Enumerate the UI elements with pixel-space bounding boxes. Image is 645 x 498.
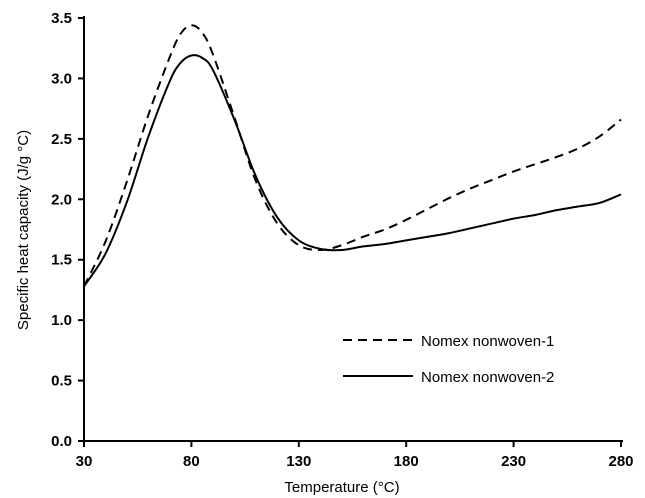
y-axis-title: Specific heat capacity (J/g °C) (15, 130, 32, 330)
y-tick-label: 1.0 (51, 312, 72, 329)
legend-label-nomex-1: Nomex nonwoven-1 (421, 333, 554, 350)
y-tick-label: 2.0 (51, 191, 72, 208)
legend: Nomex nonwoven-1 Nomex nonwoven-2 (343, 333, 554, 386)
x-tick-label: 30 (76, 453, 93, 470)
y-tick-label: 0.0 (51, 433, 72, 450)
y-tick-label: 1.5 (51, 252, 72, 269)
x-tick-label: 180 (394, 453, 419, 470)
legend-label-nomex-2: Nomex nonwoven-2 (421, 369, 554, 386)
y-tick-label: 0.5 (51, 373, 72, 390)
y-tick-label: 3.5 (51, 10, 72, 27)
y-axis-ticks: 0.0 0.5 1.0 1.5 2.0 2.5 3.0 3.5 (51, 10, 84, 450)
y-tick-label: 2.5 (51, 131, 72, 148)
x-axis-title: Temperature (°C) (284, 479, 399, 496)
x-tick-label: 130 (286, 453, 311, 470)
x-tick-label: 80 (183, 453, 200, 470)
y-tick-label: 3.0 (51, 70, 72, 87)
x-tick-label: 280 (608, 453, 633, 470)
x-tick-label: 230 (501, 453, 526, 470)
x-axis-ticks: 30 80 130 180 230 280 (76, 441, 634, 470)
series-line-1 (83, 24, 622, 287)
series-line-2 (83, 54, 622, 287)
plot-area (83, 24, 622, 287)
